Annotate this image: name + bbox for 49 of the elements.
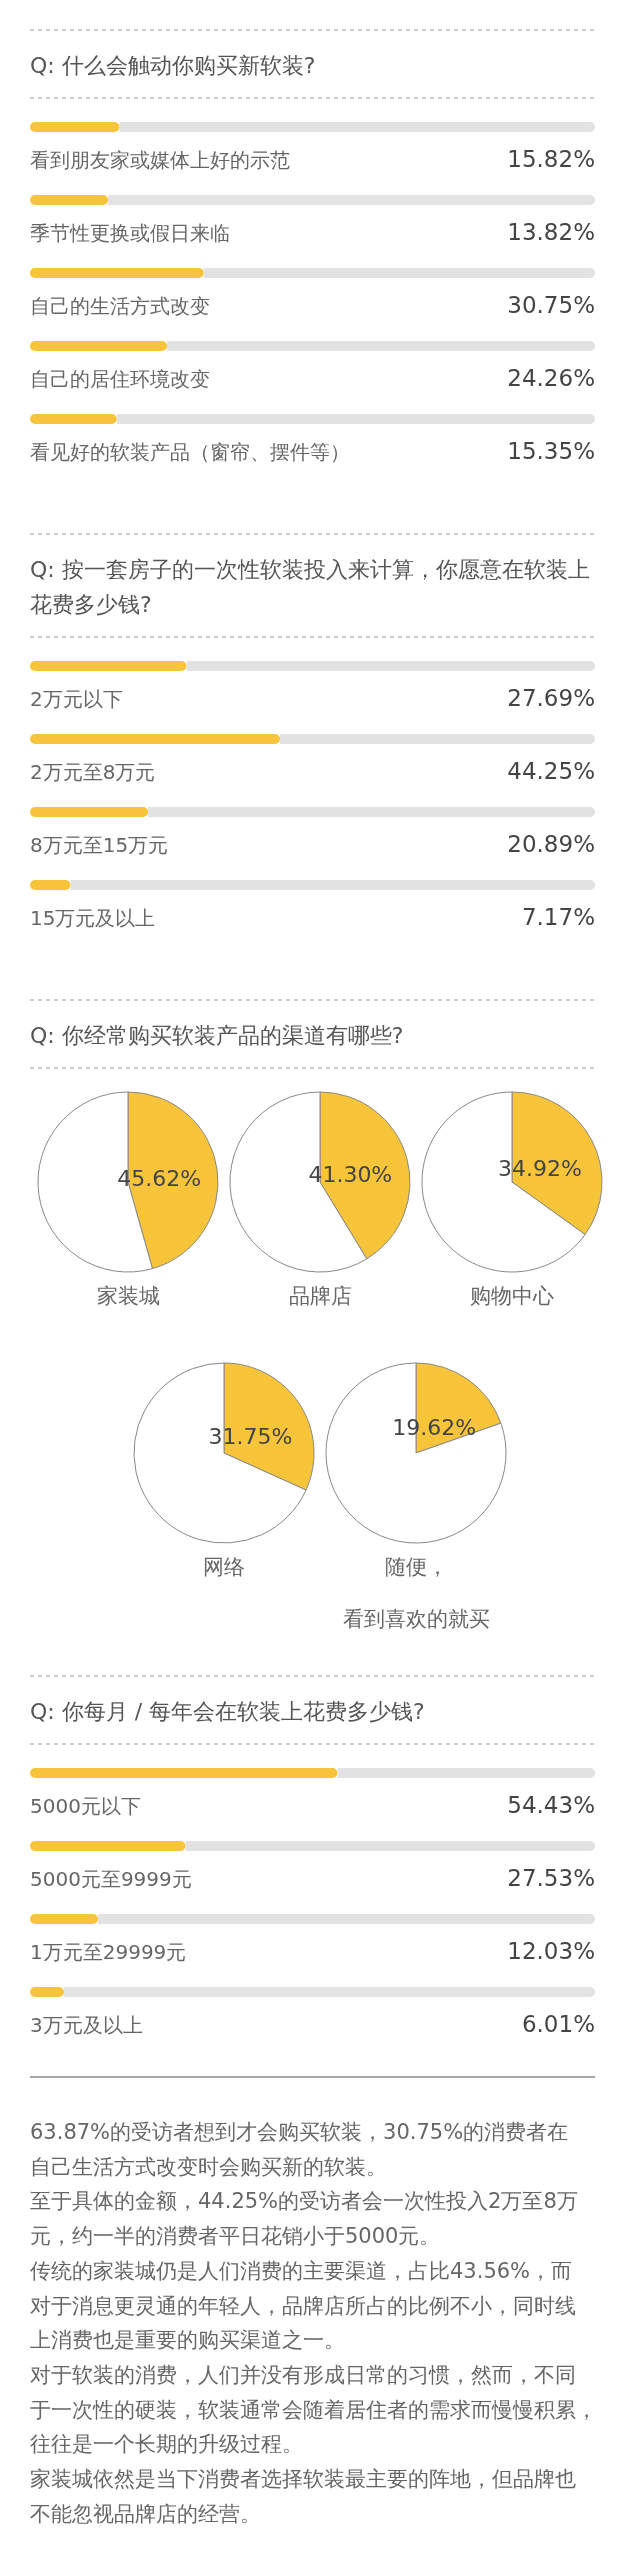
data-label: 12.03% <box>507 1938 595 1964</box>
text: 品牌店 <box>288 1284 352 1308</box>
text: 63.87%的受访者想到才会购买软装，30.75%的消费者在自己生活方式改变时会购买新的软装。 <box>30 2120 569 2179</box>
data-label: 20.89% <box>507 831 595 857</box>
data-label: 30.75% <box>507 292 595 318</box>
y-tick-label: 自己的居住环境改变 <box>30 367 210 391</box>
y-tick-label: 2万元至8万元 <box>30 760 156 784</box>
data-label: 15.35% <box>507 438 595 464</box>
bar <box>30 414 117 424</box>
text: 网络 <box>203 1555 245 1579</box>
bar <box>30 1914 98 1924</box>
y-tick-label: 15万元及以上 <box>30 906 156 930</box>
data-label: 7.17% <box>521 904 595 930</box>
data-label: 15.82% <box>507 146 595 172</box>
data-label: 27.53% <box>507 1865 595 1891</box>
y-tick-label: 季节性更换或假日来临 <box>30 221 230 245</box>
text: 家装城 <box>96 1284 160 1308</box>
data-label: 6.01% <box>521 2011 595 2037</box>
data-label: 27.69% <box>507 685 595 711</box>
chart-title: Q: 按一套房子的一次性软装投入来计算，你愿意在软装上花费多少钱? <box>30 557 590 617</box>
y-tick-label: 看见好的软装产品（窗帘、摆件等） <box>30 440 350 464</box>
bar <box>30 122 120 132</box>
data-label: 44.25% <box>507 758 595 784</box>
data-label: 13.82% <box>507 219 595 245</box>
data-label: 54.43% <box>507 1792 595 1818</box>
data-label: 24.26% <box>507 365 595 391</box>
text: 对于软装的消费，人们并没有形成日常的习惯，然而，不同于一次性的硬装，软装通常会随着居住者的需求而慢慢积累，往往是一个长期的升级过程。 <box>30 2362 597 2457</box>
y-tick-label: 1万元至29999元 <box>30 1940 187 1964</box>
bar <box>30 341 168 351</box>
bar <box>30 807 149 817</box>
y-tick-label: 8万元至15万元 <box>30 833 169 857</box>
bar <box>30 1987 64 1997</box>
y-tick-label: 5000元以下 <box>30 1794 141 1818</box>
text: 至于具体的金额，44.25%的受访者会一次性投入2万至8万元，约一半的消费者平日花销小于5000元。 <box>30 2189 578 2249</box>
y-tick-label: 看到朋友家或媒体上好的示范 <box>30 148 290 172</box>
chart-title: Q: 什么会触动你购买新软装? <box>30 53 316 78</box>
y-tick-label: 5000元至9999元 <box>30 1867 192 1891</box>
chart-title: 随便，看到喜欢的就买 <box>342 1555 490 1631</box>
y-tick-label: 3万元及以上 <box>30 2013 143 2037</box>
pie-slice <box>325 1362 507 1544</box>
text: Q: 你经常购买软装产品的渠道有哪些? <box>30 1023 404 1048</box>
y-tick-label: 自己的生活方式改变 <box>30 294 210 318</box>
chart-title: Q: 你每月 / 每年会在软装上花费多少钱? <box>30 1699 425 1724</box>
text: 购物中心 <box>470 1284 554 1308</box>
text: 家装城依然是当下消费者选择软装最主要的阵地，但品牌也不能忽视品牌店的经营。 <box>30 2467 576 2526</box>
y-tick-label: 2万元以下 <box>30 687 123 711</box>
bar <box>30 195 109 205</box>
bar <box>30 880 71 890</box>
text: 传统的家装城仍是人们消费的主要渠道，占比43.56%，而对于消息更灵通的年轻人，品牌店所占的比例不小，同时线上消费也是重要的购买渠道之一。 <box>30 2258 576 2353</box>
